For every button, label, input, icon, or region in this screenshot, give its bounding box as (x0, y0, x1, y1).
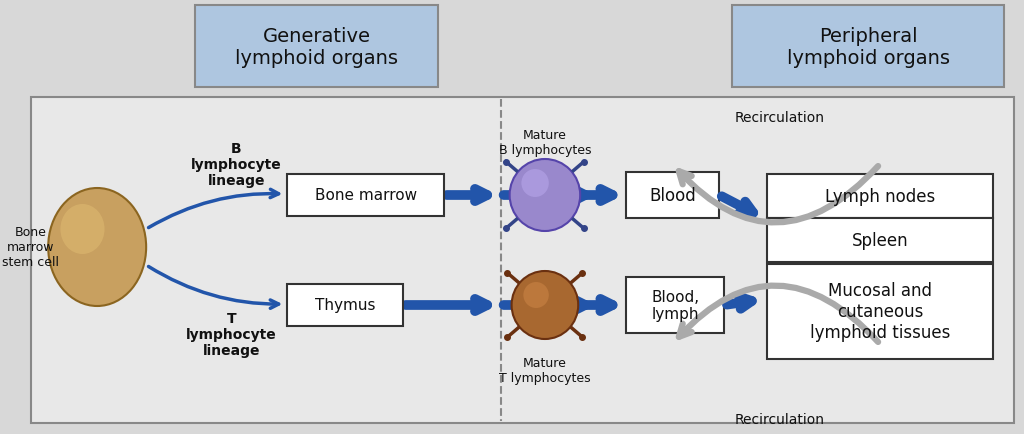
Circle shape (521, 170, 549, 197)
Text: Generative
lymphoid organs: Generative lymphoid organs (236, 26, 398, 67)
Text: Spleen: Spleen (852, 231, 908, 250)
FancyBboxPatch shape (288, 174, 444, 217)
Text: Blood,
lymph: Blood, lymph (651, 289, 699, 322)
FancyBboxPatch shape (767, 218, 992, 263)
FancyBboxPatch shape (732, 6, 1005, 88)
Text: Mucosal and
cutaneous
lymphoid tissues: Mucosal and cutaneous lymphoid tissues (810, 282, 950, 341)
Circle shape (512, 271, 579, 339)
Text: B
lymphocyte
lineage: B lymphocyte lineage (190, 141, 282, 188)
Text: Bone
marrow
stem cell: Bone marrow stem cell (2, 226, 59, 269)
Ellipse shape (48, 188, 146, 306)
Circle shape (510, 160, 581, 231)
Text: Peripheral
lymphoid organs: Peripheral lymphoid organs (786, 26, 949, 67)
Text: T
lymphocyte
lineage: T lymphocyte lineage (186, 311, 276, 357)
FancyBboxPatch shape (627, 173, 719, 218)
Text: Blood: Blood (649, 187, 695, 204)
FancyBboxPatch shape (767, 174, 992, 218)
FancyBboxPatch shape (767, 264, 992, 359)
FancyBboxPatch shape (31, 98, 1014, 423)
Text: Recirculation: Recirculation (735, 111, 825, 125)
Text: Mature
B lymphocytes: Mature B lymphocytes (499, 129, 591, 157)
Text: Recirculation: Recirculation (735, 412, 825, 426)
Text: Thymus: Thymus (314, 298, 375, 313)
Circle shape (523, 283, 549, 308)
FancyBboxPatch shape (627, 277, 724, 333)
Text: Lymph nodes: Lymph nodes (825, 187, 935, 206)
Text: Bone marrow: Bone marrow (314, 188, 417, 203)
FancyBboxPatch shape (196, 6, 438, 88)
Ellipse shape (60, 204, 104, 254)
Text: Mature
T lymphocytes: Mature T lymphocytes (499, 356, 591, 384)
FancyBboxPatch shape (288, 284, 402, 326)
